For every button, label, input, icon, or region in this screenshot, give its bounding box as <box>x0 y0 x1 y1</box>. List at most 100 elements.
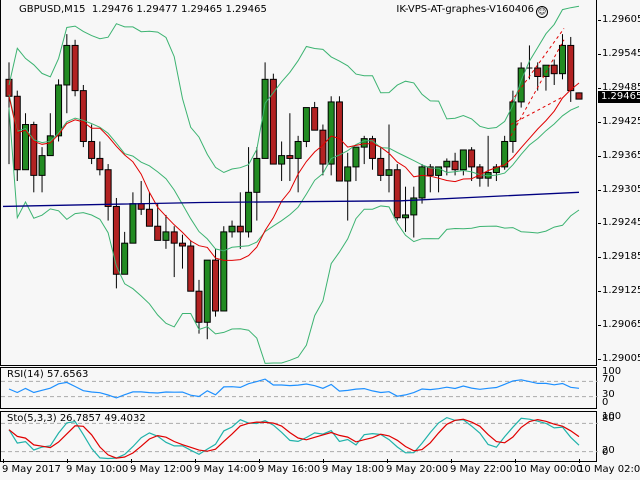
candle <box>154 203 162 241</box>
rsi-canvas <box>1 378 598 399</box>
time-axis-label: 9 May 22:00 <box>450 464 513 475</box>
rsi-axis: 100 70 30 0 <box>598 366 640 409</box>
candle <box>203 259 211 340</box>
candle <box>162 214 170 249</box>
candle <box>575 92 583 100</box>
candle <box>501 135 509 170</box>
candle <box>104 164 112 221</box>
candle <box>187 240 195 292</box>
candle <box>145 192 153 227</box>
time-axis-label: 9 May 2017 <box>2 464 61 475</box>
bollinger-middle <box>8 94 580 252</box>
candle <box>137 181 145 215</box>
candle <box>492 164 500 182</box>
candle <box>377 147 385 182</box>
candle <box>13 90 21 182</box>
moving-average-blue <box>2 191 580 208</box>
candle <box>534 62 542 91</box>
candle <box>71 39 79 97</box>
candle <box>319 124 327 176</box>
price-chart-canvas[interactable] <box>1 0 598 366</box>
stochastic-label: Sto(5,3,3) 26.7857 49.4032 <box>7 413 146 424</box>
candle <box>558 34 566 80</box>
candle <box>121 231 129 275</box>
rsi-panel[interactable]: RSI(14) 57.6563 <box>0 367 598 409</box>
candle <box>344 152 352 221</box>
candle <box>79 84 87 148</box>
candle <box>112 197 120 289</box>
sto-axis-0: 0 <box>602 447 609 458</box>
price-chart-panel[interactable]: GBPUSD,M15 1.29476 1.29477 1.29465 1.294… <box>0 0 597 366</box>
candle <box>129 192 137 244</box>
stochastic-axis: 100 80 20 0 <box>598 411 640 462</box>
price-axis-label: 1.29185 <box>602 251 640 263</box>
rsi-label: RSI(14) 57.6563 <box>7 369 89 380</box>
rsi-line <box>8 378 580 399</box>
candle <box>352 146 360 182</box>
expert-name: IK-VPS-AT-graphes-V160406 <box>396 4 534 15</box>
candle <box>220 226 228 312</box>
price-axis-label: 1.29605 <box>602 14 640 25</box>
candle <box>170 226 178 278</box>
candle <box>286 113 294 182</box>
time-axis-label: 9 May 12:00 <box>130 464 193 475</box>
rsi-axis-70: 70 <box>602 374 615 385</box>
candle <box>245 147 253 238</box>
candle <box>269 73 277 165</box>
candle <box>418 164 426 204</box>
symbol-info: GBPUSD,M15 1.29476 1.29477 1.29465 1.294… <box>19 4 267 15</box>
candle <box>88 124 96 165</box>
candle <box>435 166 443 193</box>
candle <box>476 164 484 187</box>
candle <box>212 248 220 317</box>
candle <box>38 147 46 193</box>
stochastic-panel[interactable]: Sto(5,3,3) 26.7857 49.4032 <box>0 411 598 462</box>
candle <box>253 147 261 221</box>
rsi-axis-30: 30 <box>602 389 615 400</box>
candle <box>360 135 368 165</box>
bollinger-lower <box>8 107 580 364</box>
time-axis-label: 9 May 14:00 <box>194 464 257 475</box>
rsi-axis-0: 0 <box>602 397 609 408</box>
candle <box>63 34 71 114</box>
time-axis-label: 10 May 00:00 <box>514 464 583 475</box>
stochastic-main-line <box>8 416 580 460</box>
candle <box>567 36 575 102</box>
price-axis-label: 1.29545 <box>602 47 640 59</box>
candle <box>46 113 54 157</box>
time-axis-label: 9 May 18:00 <box>322 464 385 475</box>
price-axis: 1.29605 1.29545 1.29485 1.29425 1.29365 1.293… <box>598 0 640 366</box>
time-axis-label: 9 May 20:00 <box>386 464 449 475</box>
time-axis-label: 9 May 10:00 <box>66 464 129 475</box>
candle <box>550 59 558 85</box>
time-axis: 9 May 2017 9 May 10:00 9 May 12:00 9 May 14… <box>0 459 640 480</box>
smiley-icon[interactable]: ☺ <box>536 6 548 18</box>
candle <box>236 192 244 249</box>
time-axis-label: 9 May 16:00 <box>258 464 321 475</box>
price-axis-label: 1.29245 <box>602 217 640 229</box>
candle <box>178 234 186 269</box>
candle <box>261 62 269 159</box>
candle <box>468 147 476 182</box>
bollinger-upper <box>8 5 580 174</box>
rsi-axis-100: 100 <box>602 366 622 377</box>
candle <box>311 101 319 131</box>
moving-average-red <box>8 82 580 261</box>
expert-advisor-label[interactable]: IK-VPS-AT-graphes-V160406 ☺ <box>396 4 548 18</box>
candle <box>294 135 302 193</box>
candle <box>393 164 401 221</box>
price-axis-label: 1.29065 <box>602 319 640 331</box>
candle <box>542 64 550 91</box>
price-axis-label: 1.29365 <box>602 149 640 161</box>
candle <box>22 113 30 171</box>
sto-axis-20: 20 <box>602 445 615 456</box>
candle <box>368 135 376 170</box>
trade-line <box>510 95 565 125</box>
price-axis-label: 1.29425 <box>602 115 640 127</box>
price-axis-label: 1.29305 <box>602 183 640 195</box>
candle <box>96 141 104 176</box>
candle <box>55 79 63 142</box>
price-axis-label: 1.29005 <box>602 353 640 364</box>
price-axis-label: 1.29485 <box>602 81 640 93</box>
candle <box>302 107 310 148</box>
